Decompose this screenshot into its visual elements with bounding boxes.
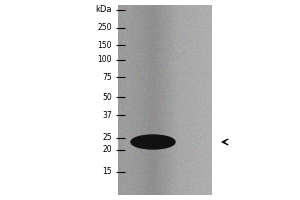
Text: 75: 75 [102, 72, 112, 82]
Text: 150: 150 [98, 40, 112, 49]
Text: 20: 20 [102, 146, 112, 154]
Text: 100: 100 [98, 55, 112, 64]
Text: 25: 25 [102, 134, 112, 142]
Text: kDa: kDa [95, 5, 112, 15]
Text: 37: 37 [102, 110, 112, 119]
Text: 15: 15 [102, 168, 112, 176]
Text: 50: 50 [102, 92, 112, 102]
Text: 250: 250 [98, 23, 112, 32]
Ellipse shape [131, 135, 175, 149]
